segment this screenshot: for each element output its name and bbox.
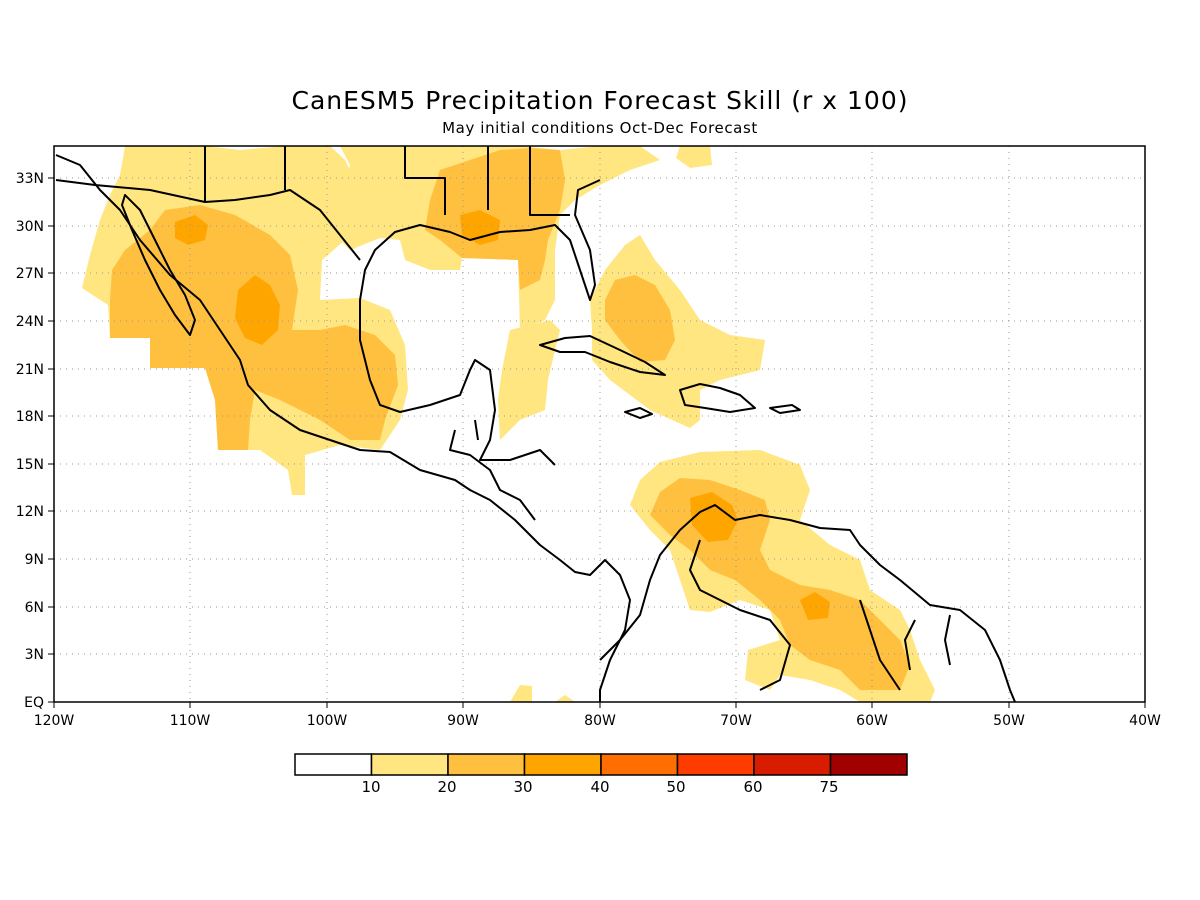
skill-region-guyana-peak bbox=[800, 592, 830, 620]
skill-region-venezuela-peak bbox=[690, 492, 738, 542]
colorbar-swatch bbox=[447, 753, 526, 776]
skill-region-small bbox=[676, 146, 712, 168]
skill-region-caribbean-west bbox=[498, 320, 560, 440]
lat-label: 24N bbox=[16, 314, 44, 330]
border-us-states bbox=[204, 146, 570, 216]
lat-label: EQ bbox=[24, 695, 44, 711]
lon-label: 70W bbox=[720, 713, 752, 729]
skill-region-colombia-coast bbox=[555, 695, 575, 702]
colorbar bbox=[294, 753, 908, 776]
lat-label: 9N bbox=[25, 552, 44, 568]
colorbar-label: 60 bbox=[743, 778, 762, 796]
colorbar-swatch bbox=[753, 753, 832, 776]
shaded-skill-field bbox=[82, 146, 935, 702]
lat-label: 21N bbox=[16, 362, 44, 378]
colorbar-label: 50 bbox=[666, 778, 685, 796]
colorbar-swatch bbox=[370, 753, 449, 776]
lat-label: 18N bbox=[16, 409, 44, 425]
lon-label: 80W bbox=[584, 713, 616, 729]
colorbar-swatch bbox=[676, 753, 755, 776]
skill-region-mexico-peak bbox=[235, 275, 280, 345]
colorbar-label: 75 bbox=[819, 778, 838, 796]
colorbar-swatch bbox=[829, 753, 908, 776]
border-guyana-suriname bbox=[904, 619, 916, 671]
coast-puerto-rico bbox=[769, 404, 801, 414]
coast-gulf bbox=[359, 179, 601, 301]
map-title: CanESM5 Precipitation Forecast Skill (r … bbox=[291, 86, 909, 115]
coast-south-america bbox=[599, 504, 1016, 702]
axis-ticks bbox=[48, 177, 1146, 708]
lat-label: 30N bbox=[16, 219, 44, 235]
colorbar-swatch bbox=[294, 753, 373, 776]
lat-labels: EQ 3N 6N 9N 12N 15N 18N 21N 24N 27N 30N … bbox=[16, 171, 44, 711]
coast-hispaniola bbox=[679, 383, 756, 413]
lon-label: 110W bbox=[170, 713, 211, 729]
lat-label: 12N bbox=[16, 504, 44, 520]
coast-mexico-gulf bbox=[359, 300, 556, 466]
lon-label: 50W bbox=[993, 713, 1025, 729]
lat-label: 6N bbox=[25, 600, 44, 616]
lon-label: 100W bbox=[307, 713, 348, 729]
lon-label: 90W bbox=[447, 713, 479, 729]
skill-region-colombia-south bbox=[510, 685, 532, 702]
map-subtitle: May initial conditions Oct-Dec Forecast bbox=[442, 119, 758, 137]
border-venezuela-guyana bbox=[859, 599, 901, 691]
skill-region-mexico-peak-west bbox=[175, 215, 208, 245]
colorbar-label: 40 bbox=[590, 778, 609, 796]
coastlines bbox=[55, 146, 1016, 702]
colorbar-swatch bbox=[600, 753, 679, 776]
lon-labels: 120W 110W 100W 90W 80W 70W 60W 50W 40W bbox=[34, 713, 1161, 729]
skill-region-bahamas-core bbox=[605, 275, 675, 362]
colorbar-label: 20 bbox=[437, 778, 456, 796]
lon-label: 120W bbox=[34, 713, 75, 729]
colorbar-label: 10 bbox=[361, 778, 380, 796]
coast-baja bbox=[121, 194, 196, 336]
skill-region-louisiana-peak bbox=[460, 210, 500, 245]
coast-mexico-pacific bbox=[55, 154, 631, 702]
lat-label: 3N bbox=[25, 647, 44, 663]
coast-cuba bbox=[539, 335, 666, 376]
border-central-america bbox=[449, 419, 536, 521]
lon-label: 40W bbox=[1129, 713, 1161, 729]
lat-label: 15N bbox=[16, 457, 44, 473]
border-colombia-venezuela bbox=[689, 539, 791, 691]
coast-jamaica bbox=[624, 407, 653, 419]
colorbar-label: 30 bbox=[513, 778, 532, 796]
colorbar-labels: 10 20 30 40 50 60 75 bbox=[361, 778, 838, 796]
border-suriname-guiana bbox=[944, 614, 951, 666]
colorbar-swatch bbox=[523, 753, 602, 776]
border-us-mexico bbox=[55, 179, 361, 261]
lat-label: 27N bbox=[16, 266, 44, 282]
lon-label: 60W bbox=[856, 713, 888, 729]
lat-label: 33N bbox=[16, 171, 44, 187]
